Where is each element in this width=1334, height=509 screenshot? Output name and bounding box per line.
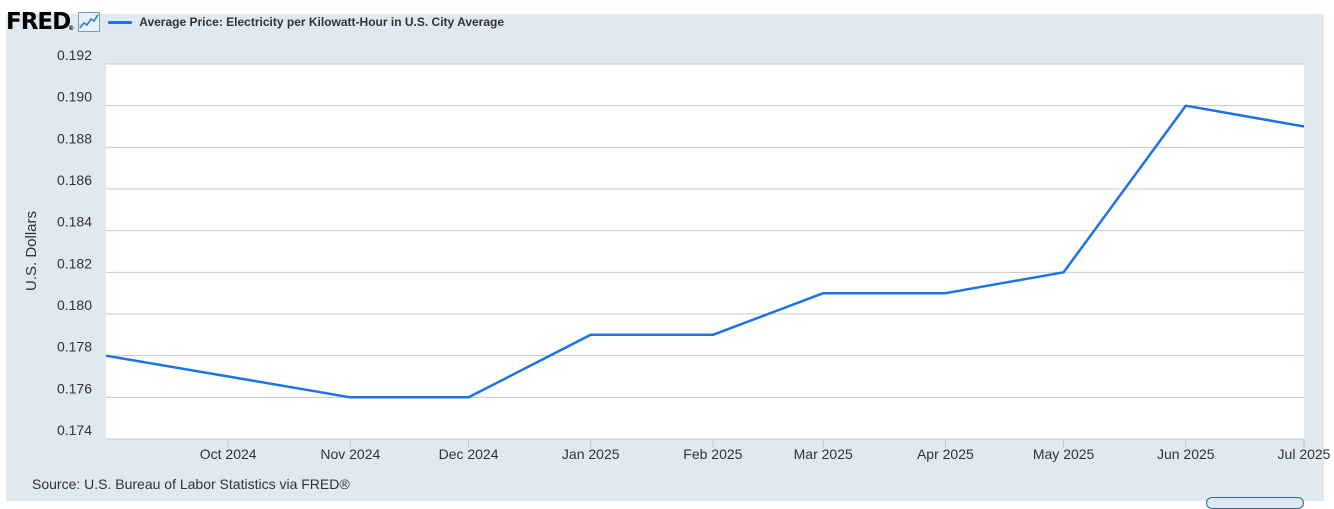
fred-logo-mark: ®	[68, 25, 75, 32]
y-tick-label: 0.176	[57, 380, 92, 396]
data-point[interactable]	[464, 392, 474, 402]
data-point[interactable]	[345, 392, 355, 402]
plot-area	[106, 64, 1304, 439]
x-tick-label: Mar 2025	[794, 446, 853, 462]
data-point[interactable]	[1299, 122, 1309, 132]
y-tick-label: 0.174	[57, 422, 92, 438]
data-point[interactable]	[708, 330, 718, 340]
edit-graph-button[interactable]	[1206, 497, 1304, 509]
series-line[interactable]	[105, 104, 1305, 399]
y-axis-label: U.S. Dollars	[23, 211, 40, 291]
x-tick-label: Dec 2024	[439, 446, 499, 462]
legend-label[interactable]: Average Price: Electricity per Kilowatt-…	[139, 15, 505, 29]
x-tick-label: Jun 2025	[1157, 446, 1215, 462]
x-tick-label: Feb 2025	[683, 446, 742, 462]
x-tick-label: May 2025	[1033, 446, 1095, 462]
y-tick-label: 0.180	[57, 297, 92, 313]
x-tick-label: Nov 2024	[320, 446, 380, 462]
y-tick-label: 0.190	[57, 89, 92, 105]
x-tick-label: Oct 2024	[200, 446, 257, 462]
y-tick-label: 0.188	[57, 130, 92, 146]
legend-swatch	[108, 20, 133, 24]
data-point[interactable]	[101, 351, 111, 361]
data-point[interactable]	[940, 288, 950, 298]
y-tick-label: 0.184	[57, 214, 92, 230]
y-tick-label: 0.186	[57, 172, 92, 188]
data-point[interactable]	[586, 330, 596, 340]
data-point[interactable]	[1181, 101, 1191, 111]
source-note: Source: U.S. Bureau of Labor Statistics …	[32, 476, 350, 492]
x-tick-label: Apr 2025	[917, 446, 974, 462]
x-tick-label: Jul 2025	[1278, 446, 1331, 462]
line-graph-icon[interactable]	[78, 12, 101, 32]
x-tick-label: Jan 2025	[562, 446, 620, 462]
chart-header: FRED ® Average Price: Electricity per Kil…	[6, 8, 504, 36]
y-axis-ticks: 0.174 0.176 0.178 0.180 0.182 0.184 0.186 0.188…	[57, 47, 92, 438]
y-tick-label: 0.192	[57, 47, 92, 63]
x-axis-ticks: Oct 2024 Nov 2024 Dec 2024 Jan 2025 Feb 2025…	[200, 439, 1331, 462]
fred-logo-text: FRED	[6, 9, 71, 35]
y-tick-label: 0.178	[57, 339, 92, 355]
y-tick-label: 0.182	[57, 255, 92, 271]
series-group	[101, 101, 1309, 402]
fred-logo[interactable]: FRED ®	[6, 9, 74, 35]
data-point[interactable]	[1059, 267, 1069, 277]
data-point[interactable]	[818, 288, 828, 298]
